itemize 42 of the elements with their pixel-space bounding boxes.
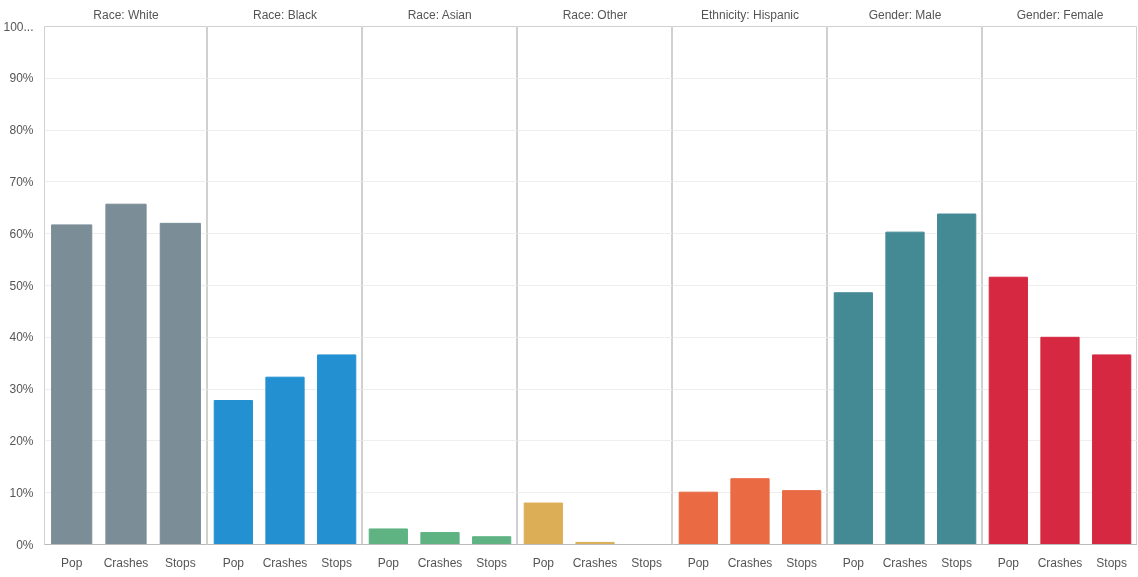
y-tick-label: 10% (9, 485, 34, 500)
y-tick-label: 20% (9, 433, 34, 448)
x-tick-label: Pop (60, 555, 83, 570)
chart-title: Race: Black (252, 7, 319, 22)
y-tick-label: 70% (9, 174, 34, 189)
chart-title: Race: White (93, 7, 159, 22)
x-tick-label: Crashes (103, 555, 149, 570)
bar (105, 203, 147, 545)
bar (51, 224, 93, 545)
chart-title: Gender: Male (868, 7, 942, 22)
x-tick-label: Pop (687, 555, 710, 570)
chart-title: Race: Asian (407, 7, 472, 22)
x-tick-label: Stops (476, 555, 508, 570)
y-tick-label: 30% (9, 382, 34, 397)
x-tick-label: Stops (631, 555, 663, 570)
chart-title: Ethnicity: Hispanic (700, 7, 800, 22)
bar (159, 222, 201, 545)
x-tick-label: Stops (321, 555, 353, 570)
x-tick-label: Pop (222, 555, 245, 570)
y-tick-label: 100... (3, 19, 34, 34)
y-tick-label: 0% (16, 537, 34, 552)
x-tick-label: Crashes (1037, 555, 1083, 570)
x-tick-label: Pop (377, 555, 400, 570)
y-tick-label: 40% (9, 330, 34, 345)
x-tick-label: Crashes (262, 555, 308, 570)
x-tick-label: Stops (786, 555, 818, 570)
y-tick-label: 90% (9, 71, 34, 86)
x-tick-label: Stops (164, 555, 196, 570)
x-tick-label: Crashes (882, 555, 928, 570)
x-tick-label: Pop (532, 555, 555, 570)
x-tick-label: Pop (842, 555, 865, 570)
x-tick-label: Crashes (727, 555, 773, 570)
x-tick-label: Stops (1096, 555, 1128, 570)
x-tick-label: Pop (997, 555, 1020, 570)
x-tick-label: Crashes (572, 555, 618, 570)
chart-title: Race: Other (562, 7, 628, 22)
chart-title: Gender: Female (1016, 7, 1104, 22)
y-tick-label: 80% (9, 123, 34, 138)
x-tick-label: Crashes (417, 555, 463, 570)
y-tick-label: 60% (9, 226, 34, 241)
y-tick-label: 50% (9, 278, 34, 293)
x-tick-label: Stops (941, 555, 973, 570)
